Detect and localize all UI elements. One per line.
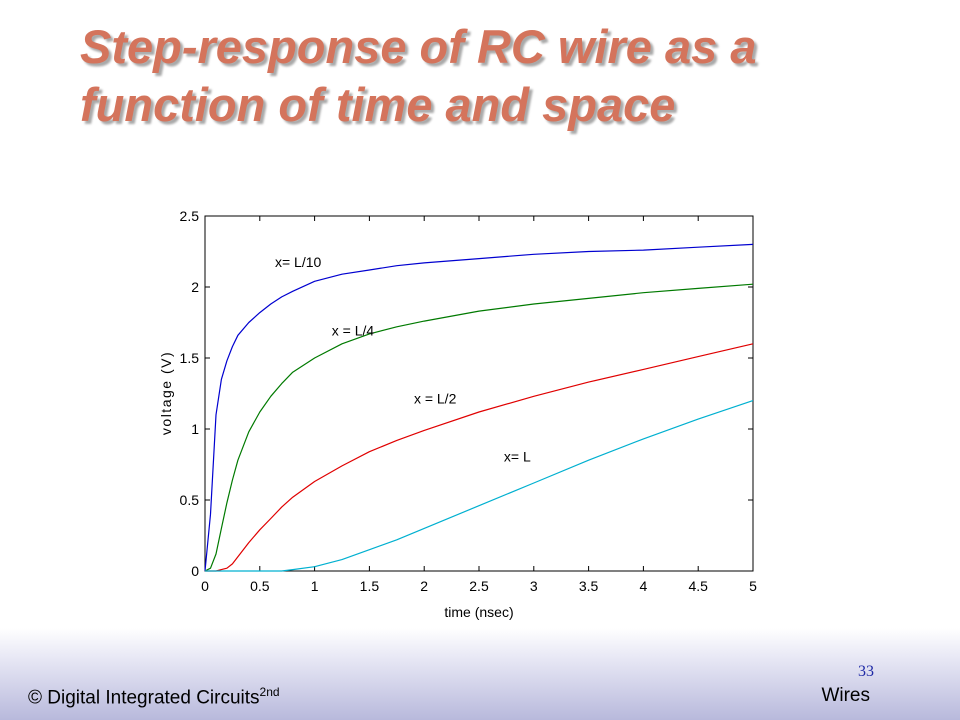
step-response-chart: 0 0.5 1 1.5 2 2.5 3 3.5 4 4.5 5 0 0.5 1 1.5 2 2.5 x= L/…	[158, 208, 757, 620]
x-tick-label: 4.5	[688, 578, 708, 594]
series-annotation-1: x= L/10	[275, 254, 322, 270]
x-tick-label: 1	[311, 578, 319, 594]
footer-band	[0, 628, 960, 720]
x-axis-label: time (nsec)	[444, 604, 513, 620]
series-line-3	[205, 343, 754, 572]
series-annotations: x= L/10 x = L/4 x = L/2 x= L	[275, 254, 531, 465]
y-tick-label: 1.5	[180, 350, 200, 366]
footer-copyright: © Digital Integrated Circuits2nd	[28, 685, 280, 709]
x-tick-label: 5	[749, 578, 757, 594]
x-tick-label: 0	[201, 578, 209, 594]
page-number: 33	[858, 663, 874, 680]
y-axis-label: voltage (V)	[158, 351, 174, 435]
y-ticks: 0 0.5 1 1.5 2 2.5	[180, 208, 753, 579]
slide-title-line1: Step-response of RC wire as a	[80, 20, 757, 73]
y-tick-label: 0	[191, 563, 199, 579]
footer-section: Wires	[821, 685, 870, 706]
series-annotation-3: x = L/2	[414, 390, 457, 406]
footer-edition: 2nd	[259, 685, 280, 699]
x-ticks: 0 0.5 1 1.5 2 2.5 3 3.5 4 4.5 5	[201, 216, 757, 594]
x-tick-label: 3	[530, 578, 538, 594]
slide-title-line2: function of time and space	[80, 78, 676, 131]
series-annotation-4: x= L	[504, 449, 531, 465]
series-annotation-2: x = L/4	[332, 322, 375, 338]
series-line-1	[204, 243, 754, 572]
plot-area	[204, 215, 754, 572]
series-line-2	[204, 283, 754, 572]
y-tick-label: 2	[191, 279, 199, 295]
y-tick-label: 1	[191, 421, 199, 437]
series-line-4	[205, 400, 754, 572]
x-tick-label: 2.5	[469, 578, 489, 594]
y-tick-label: 0.5	[180, 492, 200, 508]
x-tick-label: 1.5	[360, 578, 380, 594]
x-tick-label: 3.5	[579, 578, 599, 594]
x-tick-label: 0.5	[250, 578, 270, 594]
series-lines	[204, 243, 754, 572]
x-tick-label: 4	[640, 578, 648, 594]
footer-copyright-text: © Digital Integrated Circuits	[28, 687, 260, 709]
slide-title: Step-response of RC wire as a function o…	[80, 18, 940, 134]
y-tick-label: 2.5	[180, 208, 200, 224]
x-tick-label: 2	[420, 578, 428, 594]
